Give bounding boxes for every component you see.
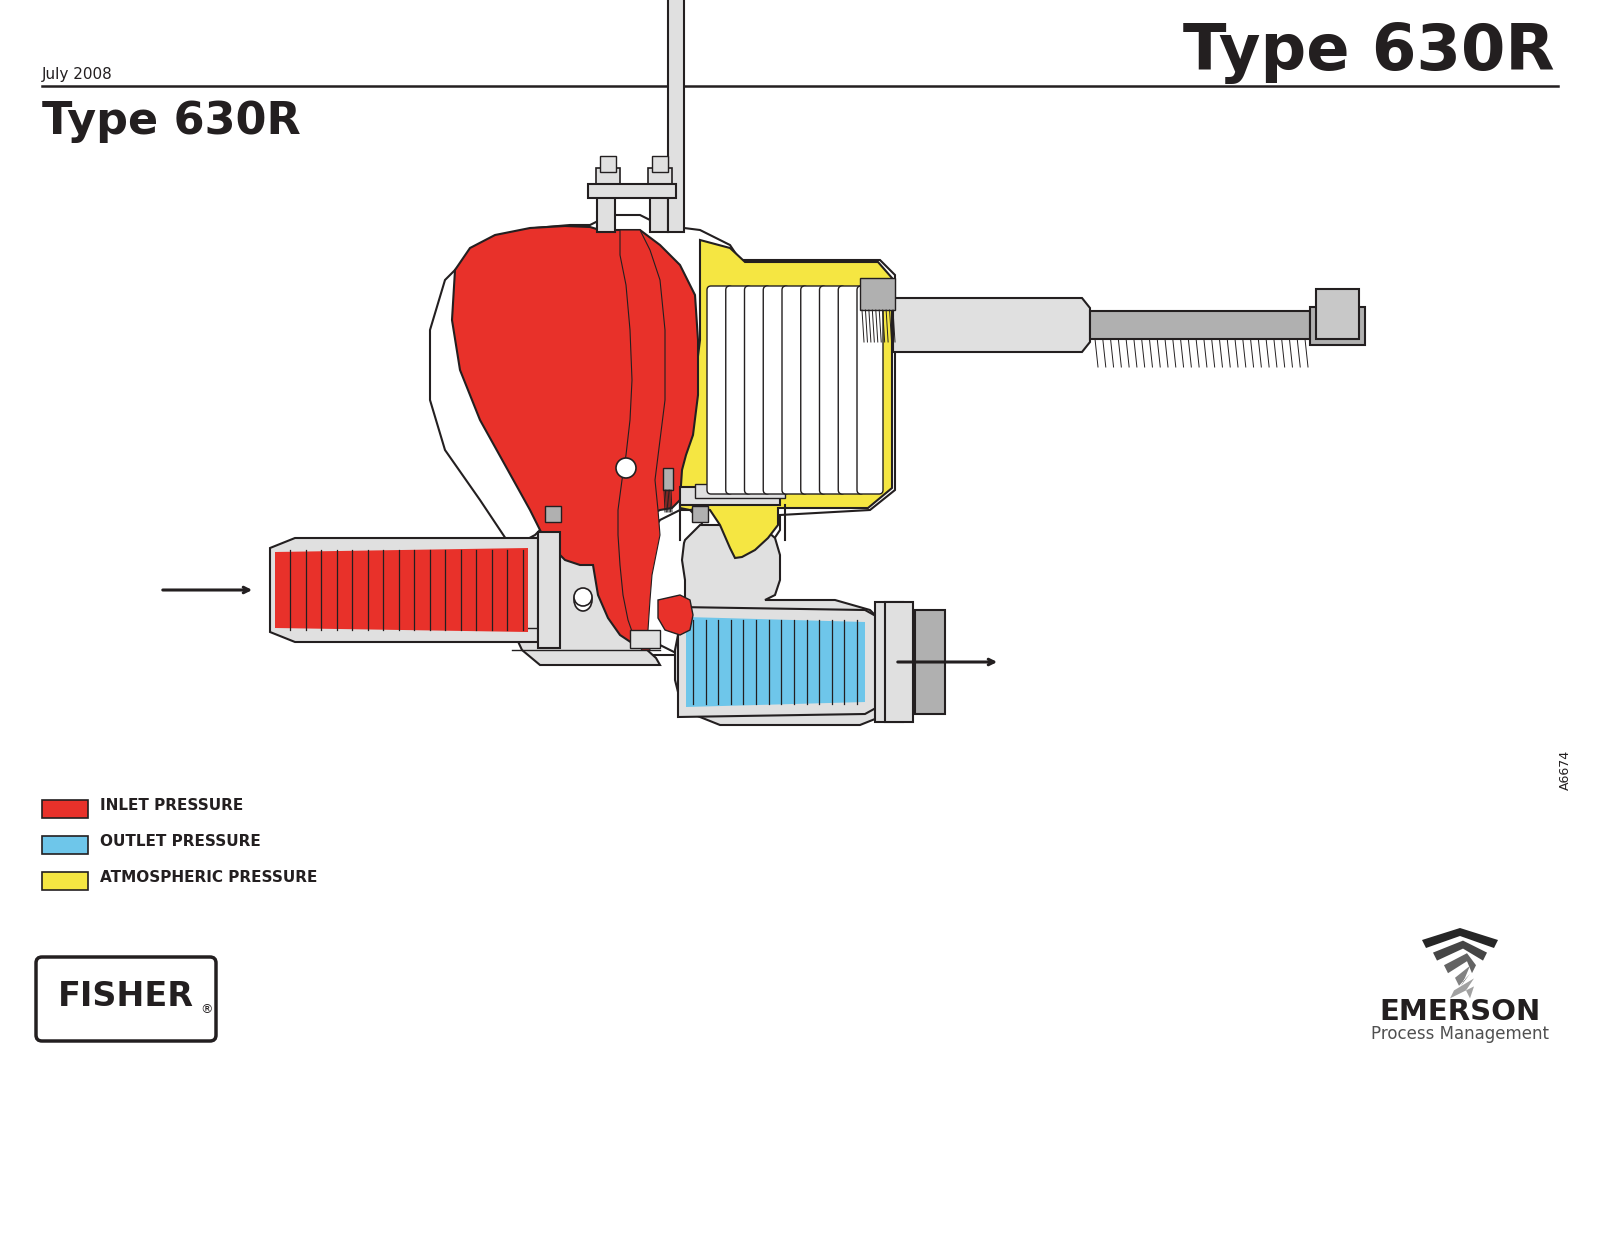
Bar — [915, 610, 946, 714]
Polygon shape — [1422, 928, 1498, 948]
FancyBboxPatch shape — [858, 286, 883, 494]
Text: EMERSON: EMERSON — [1379, 998, 1541, 1025]
FancyBboxPatch shape — [707, 286, 733, 494]
Bar — [597, 187, 614, 233]
Bar — [861, 278, 894, 310]
FancyBboxPatch shape — [782, 286, 808, 494]
Bar — [662, 468, 674, 490]
Bar — [653, 156, 669, 172]
Bar — [42, 800, 88, 818]
FancyBboxPatch shape — [35, 957, 216, 1042]
Bar — [669, 0, 685, 233]
Polygon shape — [270, 538, 538, 642]
Bar — [595, 168, 621, 188]
Polygon shape — [1454, 966, 1470, 986]
Bar — [555, 497, 635, 515]
Bar — [680, 487, 781, 505]
Bar — [538, 532, 560, 648]
Ellipse shape — [574, 589, 592, 611]
Polygon shape — [893, 298, 1090, 353]
Polygon shape — [275, 548, 528, 632]
Polygon shape — [1434, 940, 1486, 961]
Polygon shape — [618, 230, 666, 649]
Text: ®: ® — [200, 1003, 213, 1017]
Bar — [875, 602, 902, 722]
Bar — [589, 184, 675, 198]
Text: Type 630R: Type 630R — [42, 100, 301, 143]
Bar — [650, 187, 669, 233]
Circle shape — [574, 588, 592, 606]
Polygon shape — [675, 524, 899, 725]
Bar — [1315, 289, 1358, 339]
Polygon shape — [686, 617, 866, 708]
Polygon shape — [430, 215, 894, 656]
Polygon shape — [512, 515, 661, 666]
Bar — [42, 836, 88, 854]
Polygon shape — [680, 240, 893, 558]
Text: FISHER: FISHER — [58, 981, 194, 1013]
Circle shape — [616, 458, 637, 477]
Text: July 2008: July 2008 — [42, 68, 112, 83]
Bar — [1090, 310, 1310, 339]
Bar — [600, 156, 616, 172]
Text: A6674: A6674 — [1558, 750, 1571, 790]
FancyBboxPatch shape — [838, 286, 864, 494]
Polygon shape — [1443, 954, 1475, 974]
FancyBboxPatch shape — [819, 286, 845, 494]
Bar — [694, 484, 786, 499]
Polygon shape — [1450, 978, 1474, 998]
Text: OUTLET PRESSURE: OUTLET PRESSURE — [99, 835, 261, 850]
Bar — [546, 506, 562, 522]
FancyBboxPatch shape — [800, 286, 827, 494]
Polygon shape — [678, 607, 883, 717]
Text: Process Management: Process Management — [1371, 1025, 1549, 1043]
Bar — [885, 602, 914, 722]
Polygon shape — [453, 226, 698, 649]
Text: ATMOSPHERIC PRESSURE: ATMOSPHERIC PRESSURE — [99, 871, 317, 886]
Bar — [630, 630, 661, 648]
FancyBboxPatch shape — [763, 286, 789, 494]
FancyBboxPatch shape — [726, 286, 752, 494]
Bar — [648, 168, 672, 188]
Bar — [42, 872, 88, 889]
FancyBboxPatch shape — [744, 286, 771, 494]
Text: INLET PRESSURE: INLET PRESSURE — [99, 799, 243, 814]
Polygon shape — [658, 595, 693, 635]
Bar — [691, 506, 707, 522]
Bar — [1310, 307, 1365, 345]
Text: Type 630R: Type 630R — [1184, 22, 1555, 84]
